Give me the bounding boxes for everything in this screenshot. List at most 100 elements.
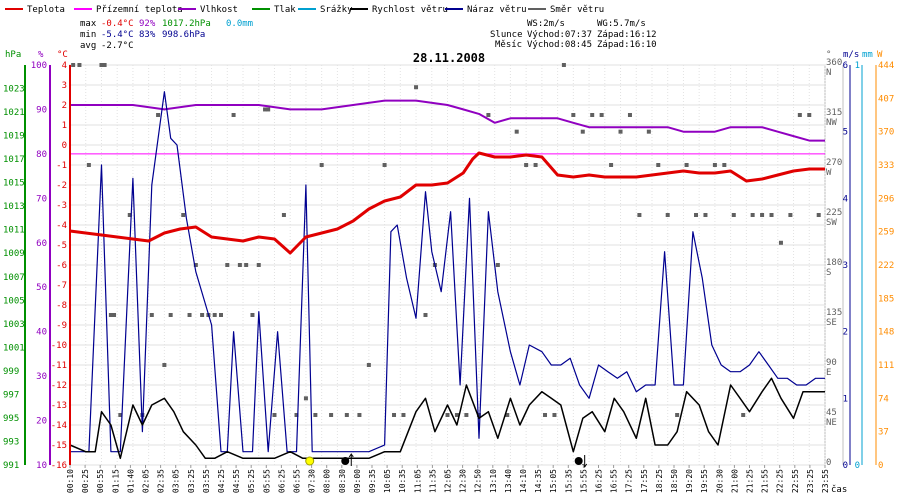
temperature-line: [69, 151, 825, 255]
wind-direction-point: [225, 263, 230, 267]
stat-min-press: 998.6hPa: [162, 30, 205, 40]
pressure-unit: hPa: [5, 50, 21, 60]
moon-set: Západ:16:10: [597, 40, 657, 50]
direction-tick-label: 45: [826, 408, 837, 418]
wind-direction-point: [486, 113, 491, 117]
wind-direction-point: [118, 413, 123, 417]
direction-unit: °: [826, 50, 831, 60]
x-tick-label: 22:55: [791, 469, 800, 493]
wind-direction-point: [237, 263, 242, 267]
wind-direction-point: [788, 213, 793, 217]
radiation-tick-label: 111: [878, 361, 894, 371]
radiation-tick-label: 185: [878, 294, 894, 304]
radiation-tick-label: 370: [878, 128, 894, 138]
temperature-tick-label: -9: [56, 321, 67, 331]
humidity-tick-label: 80: [36, 150, 47, 160]
x-tick-label: 01:15: [111, 469, 120, 493]
temperature-tick-label: 0: [62, 141, 67, 151]
temperature-tick-label: 3: [62, 81, 67, 91]
direction-tick-letter: NW: [826, 118, 837, 128]
x-tick-label: 02:05: [142, 469, 151, 493]
series-layer: [69, 63, 825, 468]
wind-tick-label: 3: [843, 261, 848, 271]
wind-gust-line: [70, 91, 825, 453]
pressure-tick-label: 1001: [3, 343, 25, 353]
wind-unit: m/s: [843, 50, 859, 60]
wind-tick-label: 0: [843, 461, 848, 471]
x-tick-label: 10:35: [398, 469, 407, 493]
wind-direction-point: [263, 107, 268, 112]
pressure-tick-label: 1003: [3, 320, 25, 330]
wind-speed-line: [69, 377, 825, 460]
wind-direction-point: [797, 113, 802, 117]
temperature-tick-label: 2: [62, 101, 67, 111]
temperature-tick-label: -1: [56, 161, 67, 171]
wind-direction-point: [656, 163, 661, 167]
direction-tick-letter: E: [826, 368, 831, 378]
x-tick-label: 15:35: [564, 469, 573, 493]
moon-label: Měsíc: [495, 40, 522, 50]
humidity-tick-label: 70: [36, 194, 47, 204]
humidity-tick-label: 50: [36, 283, 47, 293]
x-tick-label: 12:50: [474, 469, 483, 493]
x-tick-label: 15:05: [549, 469, 558, 493]
temperature-tick-label: -4: [56, 221, 67, 231]
rain-tick-label: 1: [855, 61, 860, 71]
x-tick-label: 12:05: [444, 469, 453, 493]
moonrise-marker: [341, 457, 350, 465]
x-tick-label: 09:00: [353, 469, 362, 493]
radiation-tick-label: 222: [878, 261, 894, 271]
pressure-tick-label: 991: [3, 461, 19, 471]
x-tick-label: 08:00: [323, 469, 332, 493]
humidity-tick-label: 100: [31, 61, 47, 71]
wind-direction-point: [256, 263, 261, 267]
moonrise-arrowhead: [348, 453, 354, 458]
pressure-tick-label: 1017: [3, 155, 25, 165]
x-tick-label: 00:10: [66, 469, 75, 493]
pressure-tick-label: 1007: [3, 273, 25, 283]
direction-tick-letter: SW: [826, 218, 837, 228]
temperature-tick-label: -2: [56, 181, 67, 191]
temperature-tick-label: -10: [51, 341, 67, 351]
x-tick-label: 11:35: [428, 469, 437, 493]
stat-min-label: min: [80, 30, 96, 40]
wind-direction-point: [392, 413, 397, 417]
wind-direction-point: [357, 413, 362, 417]
temperature-tick-label: -6: [56, 261, 67, 271]
stat-avg-temp: -2.7°C: [101, 41, 134, 51]
temperature-tick-label: 1: [62, 121, 67, 131]
pressure-tick-label: 1021: [3, 108, 25, 118]
wind-speed-avg: WS:2m/s: [527, 19, 565, 29]
wind-direction-point: [637, 213, 642, 217]
moon-rise: Východ:08:45: [527, 40, 592, 50]
stat-min-temp: -5.4°C: [101, 30, 134, 40]
stat-max-hum: 92%: [139, 19, 156, 29]
wind-direction-point: [219, 313, 223, 317]
wind-direction-point: [760, 213, 765, 217]
wind-direction-point: [807, 113, 812, 117]
x-tick-label: 20:30: [715, 469, 724, 493]
x-tick-label: 17:55: [640, 469, 649, 493]
sun-rise: Východ:07:37: [527, 30, 592, 40]
x-tick-label: 00:55: [96, 469, 105, 493]
wind-direction-point: [366, 363, 371, 367]
wind-direction-point: [244, 263, 249, 267]
x-tick-label: 08:30: [338, 469, 347, 493]
wind-direction-point: [464, 413, 469, 417]
wind-direction-point: [193, 263, 198, 267]
humidity-tick-label: 30: [36, 372, 47, 382]
wind-direction-point: [313, 413, 318, 417]
humidity-tick-label: 40: [36, 328, 47, 338]
wind-direction-point: [319, 163, 324, 167]
radiation-tick-label: 74: [878, 394, 889, 404]
humidity-tick-label: 10: [36, 461, 47, 471]
wind-direction-point: [543, 413, 548, 417]
temperature-tick-label: 4: [62, 61, 67, 71]
stat-max-temp: -0.4°C: [101, 19, 134, 29]
direction-tick-label: 135: [826, 308, 842, 318]
x-tick-label: 14:35: [534, 469, 543, 493]
wind-direction-point: [162, 363, 167, 367]
temperature-tick-label: -7: [56, 281, 67, 291]
wind-direction-point: [344, 413, 349, 417]
humidity-tick-label: 60: [36, 239, 47, 249]
